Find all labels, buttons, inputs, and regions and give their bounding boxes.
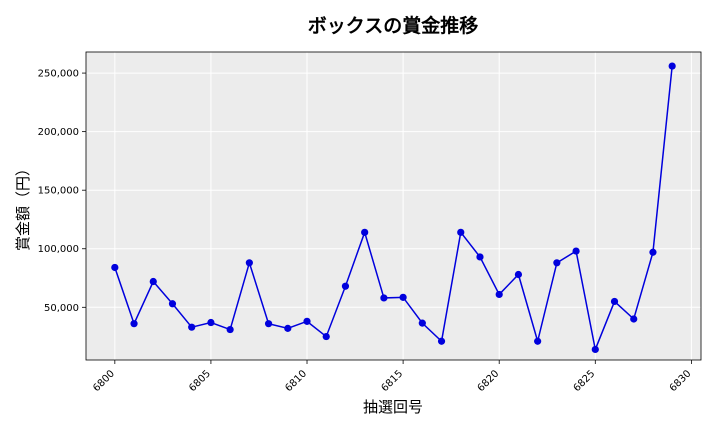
- data-point-6804: [188, 323, 196, 331]
- data-point-6810: [303, 317, 311, 325]
- data-point-6815: [399, 293, 407, 301]
- data-point-6816: [418, 319, 426, 327]
- chart-title: ボックスの賞金推移: [308, 14, 478, 37]
- data-point-6802: [149, 277, 157, 286]
- data-point-6829: [668, 62, 676, 70]
- data-point-6806: [226, 325, 234, 334]
- data-point-6814: [380, 294, 388, 302]
- y-axis-label: 賞金額（円）: [14, 161, 32, 251]
- x-tick-label-2: 6810: [283, 368, 309, 394]
- data-point-6827: [630, 315, 638, 323]
- x-tick-label-5: 6825: [572, 368, 598, 394]
- data-point-6812: [341, 282, 350, 290]
- x-tick-label-0: 6800: [91, 368, 117, 394]
- plot-frame: [85, 51, 702, 361]
- data-point-6822: [534, 337, 542, 345]
- data-point-6805: [207, 318, 215, 327]
- data-point-6801: [130, 320, 138, 328]
- plot-area: [86, 52, 701, 360]
- x-tick-label-6: 6830: [668, 368, 694, 394]
- data-point-6800: [111, 263, 119, 272]
- data-point-6823: [553, 259, 561, 267]
- x-tick-label-4: 6820: [476, 368, 502, 394]
- x-tick-label-3: 6815: [379, 368, 405, 394]
- data-point-6808: [264, 320, 273, 328]
- y-tick-label-4: 250,000: [38, 69, 79, 80]
- data-point-6807: [245, 259, 253, 267]
- data-point-6803: [168, 300, 177, 308]
- x-axis-label: 抽選回号: [363, 398, 423, 416]
- data-point-6819: [476, 253, 484, 261]
- data-point-6826: [610, 297, 619, 306]
- data-point-6811: [322, 332, 330, 341]
- data-point-6813: [361, 228, 369, 236]
- data-point-6817: [437, 337, 446, 345]
- y-tick-label-0: 50,000: [44, 303, 79, 314]
- data-point-6820: [495, 290, 503, 299]
- data-point-6818: [457, 228, 465, 236]
- series-layer: [111, 62, 676, 354]
- y-tick-label-1: 100,000: [38, 244, 79, 255]
- data-point-6809: [284, 324, 292, 332]
- data-point-6825: [591, 345, 599, 354]
- grid-lines: [86, 52, 701, 360]
- y-tick-label-3: 200,000: [38, 127, 79, 138]
- y-tick-label-2: 150,000: [38, 186, 79, 197]
- data-point-6824: [572, 247, 580, 255]
- x-tick-label-1: 6805: [187, 368, 213, 394]
- data-point-6828: [649, 248, 657, 256]
- data-point-6821: [514, 270, 523, 279]
